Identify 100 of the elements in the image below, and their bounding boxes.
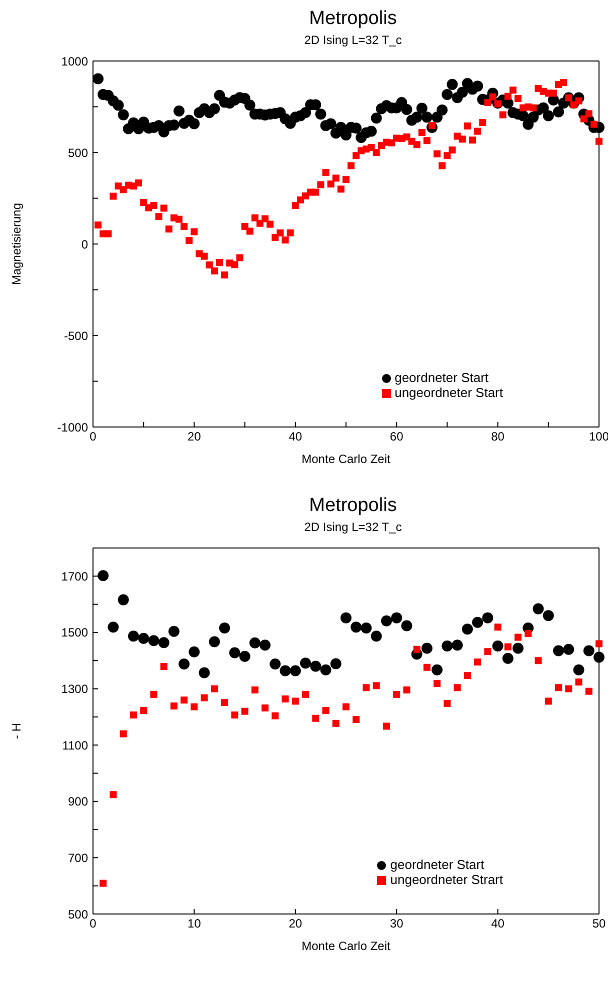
point — [532, 603, 544, 614]
point — [190, 703, 198, 710]
point — [280, 665, 291, 676]
chart-subtitle: 2D Ising L=32 T_c — [303, 519, 403, 536]
point — [391, 612, 402, 624]
point — [565, 685, 572, 692]
point — [423, 664, 430, 671]
point — [583, 645, 594, 656]
point — [380, 615, 392, 626]
y-tick-label: 1700 — [61, 569, 88, 584]
point — [442, 640, 453, 652]
point — [221, 699, 228, 706]
point — [594, 652, 604, 663]
point — [148, 635, 160, 646]
point — [502, 652, 514, 664]
point — [462, 624, 473, 635]
x-axis-title: Monte Carlo Zeit — [302, 939, 392, 953]
y-tick-label: 500 — [68, 907, 88, 922]
x-tick-label: 50 — [592, 916, 606, 931]
x-tick-label: 20 — [188, 430, 202, 444]
point — [178, 658, 190, 670]
point — [140, 706, 148, 714]
point — [198, 667, 210, 678]
point — [310, 660, 322, 672]
point — [340, 612, 352, 624]
point — [110, 791, 117, 798]
legend-label: ungeordneter Strart — [390, 872, 503, 887]
y-tick-label: -500 — [64, 328, 88, 343]
x-tick-label: 80 — [491, 430, 505, 444]
chart-subtitle: 2D Ising L=32 T_c — [303, 32, 403, 49]
point — [300, 658, 312, 669]
point — [200, 694, 208, 702]
point — [512, 642, 524, 654]
point — [454, 684, 461, 692]
point — [302, 690, 310, 698]
point — [120, 730, 127, 738]
point — [210, 685, 218, 692]
point — [544, 698, 552, 705]
point — [514, 634, 522, 641]
point — [100, 880, 107, 887]
y-tick-label: 0 — [81, 237, 88, 252]
point — [573, 664, 584, 676]
y-tick-label: 500 — [68, 146, 88, 160]
y-tick-label: 900 — [68, 794, 88, 809]
point — [484, 648, 492, 656]
point — [231, 711, 238, 718]
point — [180, 696, 188, 704]
y-tick-label: -1000 — [57, 420, 88, 434]
point — [282, 695, 289, 702]
point — [370, 630, 382, 642]
point — [563, 644, 574, 655]
legend-label: ungeordneter Start — [394, 385, 503, 400]
point — [553, 645, 564, 656]
point — [108, 622, 119, 633]
chart-title: Metropolis — [308, 8, 398, 30]
point — [270, 658, 281, 670]
point — [322, 706, 330, 714]
x-tick-label: 60 — [390, 430, 404, 444]
point — [382, 722, 390, 730]
x-axis-title: Monte Carlo Zeit — [302, 452, 392, 466]
legend-label: geordneter Start — [394, 370, 489, 385]
point — [292, 698, 299, 705]
point — [272, 712, 279, 720]
point — [320, 664, 332, 676]
point — [312, 714, 320, 722]
point — [128, 630, 139, 642]
point — [130, 711, 137, 718]
point — [332, 720, 340, 727]
point — [98, 570, 109, 582]
point — [290, 665, 301, 676]
point — [432, 664, 443, 676]
point — [555, 684, 562, 692]
point — [403, 686, 410, 694]
x-tick-label: 40 — [288, 430, 302, 444]
point — [413, 646, 420, 653]
point — [158, 637, 170, 648]
point — [421, 642, 432, 654]
point — [524, 630, 532, 638]
y-axis-title: - H — [9, 723, 24, 739]
point — [352, 716, 360, 723]
point — [464, 672, 471, 680]
point — [330, 658, 342, 670]
point — [585, 688, 592, 695]
point — [170, 702, 178, 710]
point — [219, 622, 230, 634]
point — [575, 678, 582, 686]
y-tick-label: 1000 — [61, 54, 88, 68]
chart-title: Metropolis — [308, 495, 398, 517]
point — [452, 640, 463, 651]
x-tick-label: 20 — [288, 916, 302, 931]
point — [229, 647, 240, 658]
point — [360, 622, 372, 634]
point — [239, 650, 250, 662]
point — [596, 640, 602, 648]
point — [241, 708, 248, 715]
legend-label: geordneter Start — [390, 857, 484, 872]
point — [251, 686, 258, 694]
y-tick-label: 1300 — [61, 682, 88, 696]
y-tick-label: 700 — [68, 850, 88, 865]
x-tick-label: 30 — [390, 916, 404, 931]
